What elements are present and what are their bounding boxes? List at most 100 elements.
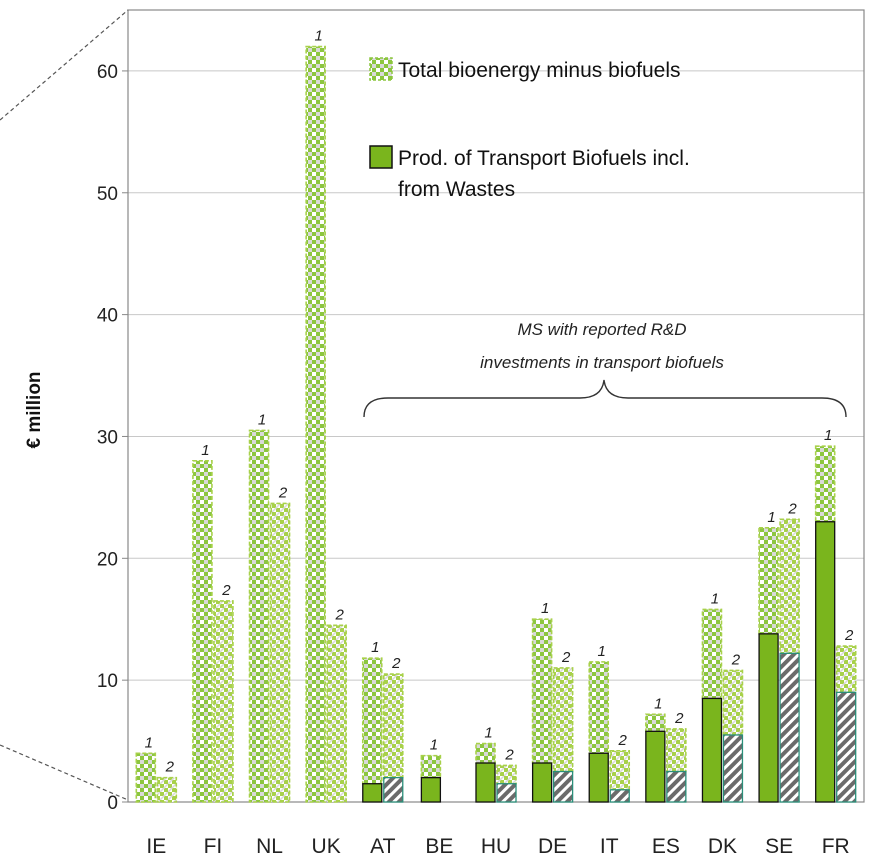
plot-frame bbox=[127, 9, 865, 803]
y-tick-label: 50 bbox=[97, 184, 118, 205]
bar-total-DK-1 bbox=[701, 608, 723, 700]
bar-number-label: 2 bbox=[787, 500, 797, 517]
bar-biofuels-FR-1 bbox=[815, 521, 836, 803]
axes bbox=[122, 9, 865, 803]
bar-total-IE-1 bbox=[135, 752, 157, 803]
bar-biofuels-DE-1 bbox=[531, 762, 553, 803]
bar-biofuels-AT-1 bbox=[362, 783, 383, 803]
x-category-label-IE: IE bbox=[146, 835, 166, 858]
bar-number-label: 1 bbox=[430, 737, 438, 754]
bar-biofuels-FR-2 bbox=[836, 691, 857, 803]
bar-total-UK-1 bbox=[305, 45, 326, 803]
bar-biofuels-SE-1 bbox=[758, 633, 779, 803]
y-tick-label: 10 bbox=[97, 671, 118, 692]
annotation-line2: investments in transport biofuels bbox=[480, 353, 724, 372]
bar-total-HU-2 bbox=[496, 764, 517, 785]
bar-biofuels-ES-2 bbox=[666, 770, 687, 803]
bar-number-label: 1 bbox=[711, 590, 719, 607]
bar-total-HU-1 bbox=[475, 742, 496, 764]
y-tick-label: 30 bbox=[97, 427, 118, 448]
bar-biofuels-AT-2 bbox=[383, 776, 404, 803]
bar-number-label: 2 bbox=[165, 759, 175, 776]
bar-biofuels-IT-1 bbox=[588, 752, 609, 803]
bar-number-label: 1 bbox=[201, 442, 209, 459]
bar-total-SE-1 bbox=[758, 527, 779, 635]
bar-number-label: 2 bbox=[674, 710, 684, 727]
legend: Total bioenergy minus biofuels Prod. of … bbox=[369, 57, 690, 201]
bar-total-NL-1 bbox=[248, 429, 270, 803]
bar-number-label: 2 bbox=[731, 651, 741, 668]
bar-total-BE-1 bbox=[420, 754, 442, 779]
bar-number-label: 1 bbox=[145, 734, 153, 751]
legend-swatch-total bbox=[369, 57, 393, 81]
x-category-label-SE: SE bbox=[765, 835, 793, 858]
x-category-label-AT: AT bbox=[370, 835, 395, 858]
bar-total-AT-1 bbox=[361, 657, 383, 785]
bar-biofuels-DK-1 bbox=[701, 697, 723, 803]
legend-label-total: Total bioenergy minus biofuels bbox=[398, 59, 681, 82]
bar-total-IE-2 bbox=[156, 776, 178, 803]
x-category-label-NL: NL bbox=[256, 835, 283, 858]
bar-total-DK-2 bbox=[722, 669, 744, 736]
y-tick-label: 60 bbox=[97, 62, 118, 83]
bar-total-DE-2 bbox=[552, 667, 574, 773]
bar-number-label: 2 bbox=[221, 582, 231, 599]
bar-biofuels-IT-2 bbox=[609, 789, 630, 803]
annotation-brace bbox=[363, 379, 847, 418]
bar-number-label: 1 bbox=[258, 411, 266, 428]
bar-total-IT-1 bbox=[588, 661, 610, 755]
bar-biofuels-HU-1 bbox=[475, 762, 496, 803]
zoom-guide-line-top bbox=[0, 9, 129, 121]
bar-total-AT-2 bbox=[382, 673, 404, 779]
bar-number-label: 1 bbox=[824, 427, 832, 444]
bar-biofuels-SE-2 bbox=[779, 652, 800, 803]
bar-total-FI-1 bbox=[192, 460, 213, 803]
bars bbox=[135, 45, 857, 803]
bar-number-label: 2 bbox=[618, 732, 628, 749]
bar-total-FR-1 bbox=[814, 445, 836, 523]
bar-total-UK-2 bbox=[326, 624, 347, 803]
zoom-guide-line-bottom bbox=[0, 744, 129, 801]
bar-number-label: 2 bbox=[278, 484, 288, 501]
x-category-label-IT: IT bbox=[600, 835, 619, 858]
bar-total-FI-2 bbox=[213, 600, 234, 803]
y-tick-label: 40 bbox=[97, 306, 118, 327]
bar-biofuels-BE-1 bbox=[420, 776, 442, 803]
x-category-label-DE: DE bbox=[538, 835, 567, 858]
bar-total-ES-2 bbox=[666, 728, 687, 773]
y-axis-label: € million bbox=[24, 371, 45, 448]
legend-swatch-biofuels bbox=[369, 145, 393, 169]
y-tick-label: 0 bbox=[107, 793, 118, 814]
bar-total-NL-2 bbox=[269, 502, 291, 803]
bar-number-label: 1 bbox=[371, 639, 379, 656]
x-category-label-FR: FR bbox=[822, 835, 850, 858]
labels: 010203040506012IE12FI12NL12UK12AT1BE12HU… bbox=[97, 28, 854, 858]
bar-number-label: 1 bbox=[541, 600, 549, 617]
y-tick-label: 20 bbox=[97, 549, 118, 570]
bar-total-ES-1 bbox=[645, 713, 666, 733]
annotation-line1: MS with reported R&D bbox=[517, 320, 686, 339]
bar-number-label: 2 bbox=[334, 606, 344, 623]
x-category-label-HU: HU bbox=[481, 835, 511, 858]
bar-total-FR-2 bbox=[835, 645, 857, 694]
bar-number-label: 2 bbox=[561, 649, 571, 666]
legend-label-biofuels: Prod. of Transport Biofuels incl. bbox=[398, 147, 690, 170]
bar-number-label: 1 bbox=[314, 28, 322, 45]
bar-total-SE-2 bbox=[779, 518, 800, 655]
bar-biofuels-DE-2 bbox=[552, 770, 574, 803]
bar-biofuels-ES-1 bbox=[645, 730, 666, 803]
x-category-label-DK: DK bbox=[708, 835, 737, 858]
bar-number-label: 1 bbox=[767, 509, 775, 526]
bar-biofuels-HU-2 bbox=[496, 783, 517, 803]
annotation: MS with reported R&D investments in tran… bbox=[363, 320, 847, 418]
bar-total-IT-2 bbox=[609, 750, 631, 791]
legend-label-biofuels-line2: from Wastes bbox=[398, 178, 515, 201]
x-category-label-ES: ES bbox=[652, 835, 680, 858]
x-category-label-FI: FI bbox=[204, 835, 223, 858]
bar-number-label: 2 bbox=[504, 746, 514, 763]
bar-number-label: 1 bbox=[654, 695, 662, 712]
bar-total-DE-1 bbox=[531, 618, 553, 764]
bar-number-label: 1 bbox=[484, 725, 492, 742]
x-category-label-BE: BE bbox=[425, 835, 453, 858]
